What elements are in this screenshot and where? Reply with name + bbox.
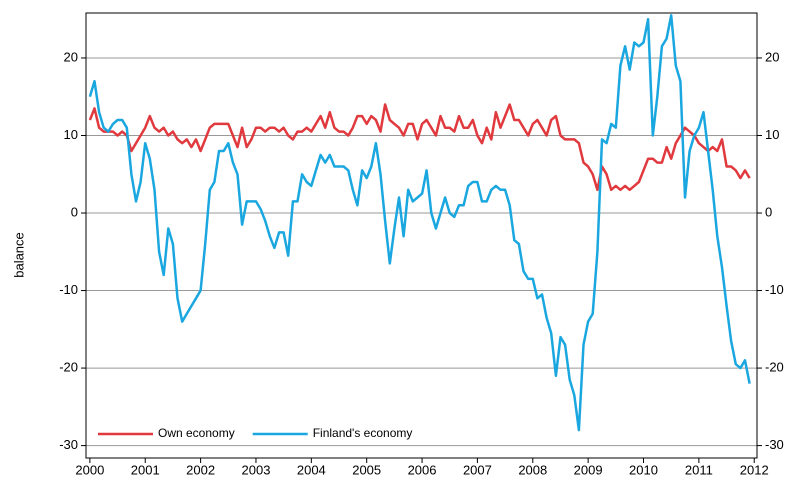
y2-tick-label: -30 bbox=[765, 437, 784, 452]
x-tick-label: 2000 bbox=[75, 462, 104, 477]
x-tick-label: 2012 bbox=[740, 462, 769, 477]
x-tick-label: 2011 bbox=[685, 462, 713, 477]
x-tick-label: 2005 bbox=[352, 462, 381, 477]
y2-tick-label: 10 bbox=[765, 127, 779, 142]
series-line bbox=[88, 103, 751, 192]
y-tick-label: -30 bbox=[59, 437, 78, 452]
series-line bbox=[88, 14, 751, 432]
y-tick-label: 10 bbox=[64, 127, 78, 142]
x-tick-label: 2002 bbox=[186, 462, 215, 477]
y-axis-label: balance bbox=[11, 232, 26, 278]
legend-label: Finland's economy bbox=[313, 426, 413, 440]
legend-label: Own economy bbox=[158, 426, 235, 440]
x-tick-label: 2006 bbox=[408, 462, 437, 477]
x-tick-label: 2007 bbox=[463, 462, 492, 477]
y-tick-label: -20 bbox=[59, 360, 78, 375]
y2-tick-label: 20 bbox=[765, 49, 779, 64]
y2-tick-label: -10 bbox=[765, 282, 784, 297]
y2-tick-label: 0 bbox=[765, 204, 772, 219]
y2-tick-label: -20 bbox=[765, 360, 784, 375]
y-tick-label: 20 bbox=[64, 49, 78, 64]
y-tick-label: -10 bbox=[59, 282, 78, 297]
x-tick-label: 2003 bbox=[242, 462, 271, 477]
x-tick-label: 2001 bbox=[131, 462, 160, 477]
x-tick-label: 2004 bbox=[297, 462, 326, 477]
x-tick-label: 2008 bbox=[518, 462, 547, 477]
x-tick-label: 2010 bbox=[629, 462, 658, 477]
plot-frame bbox=[85, 12, 758, 459]
x-tick-label: 2009 bbox=[574, 462, 603, 477]
y-tick-label: 0 bbox=[71, 204, 78, 219]
